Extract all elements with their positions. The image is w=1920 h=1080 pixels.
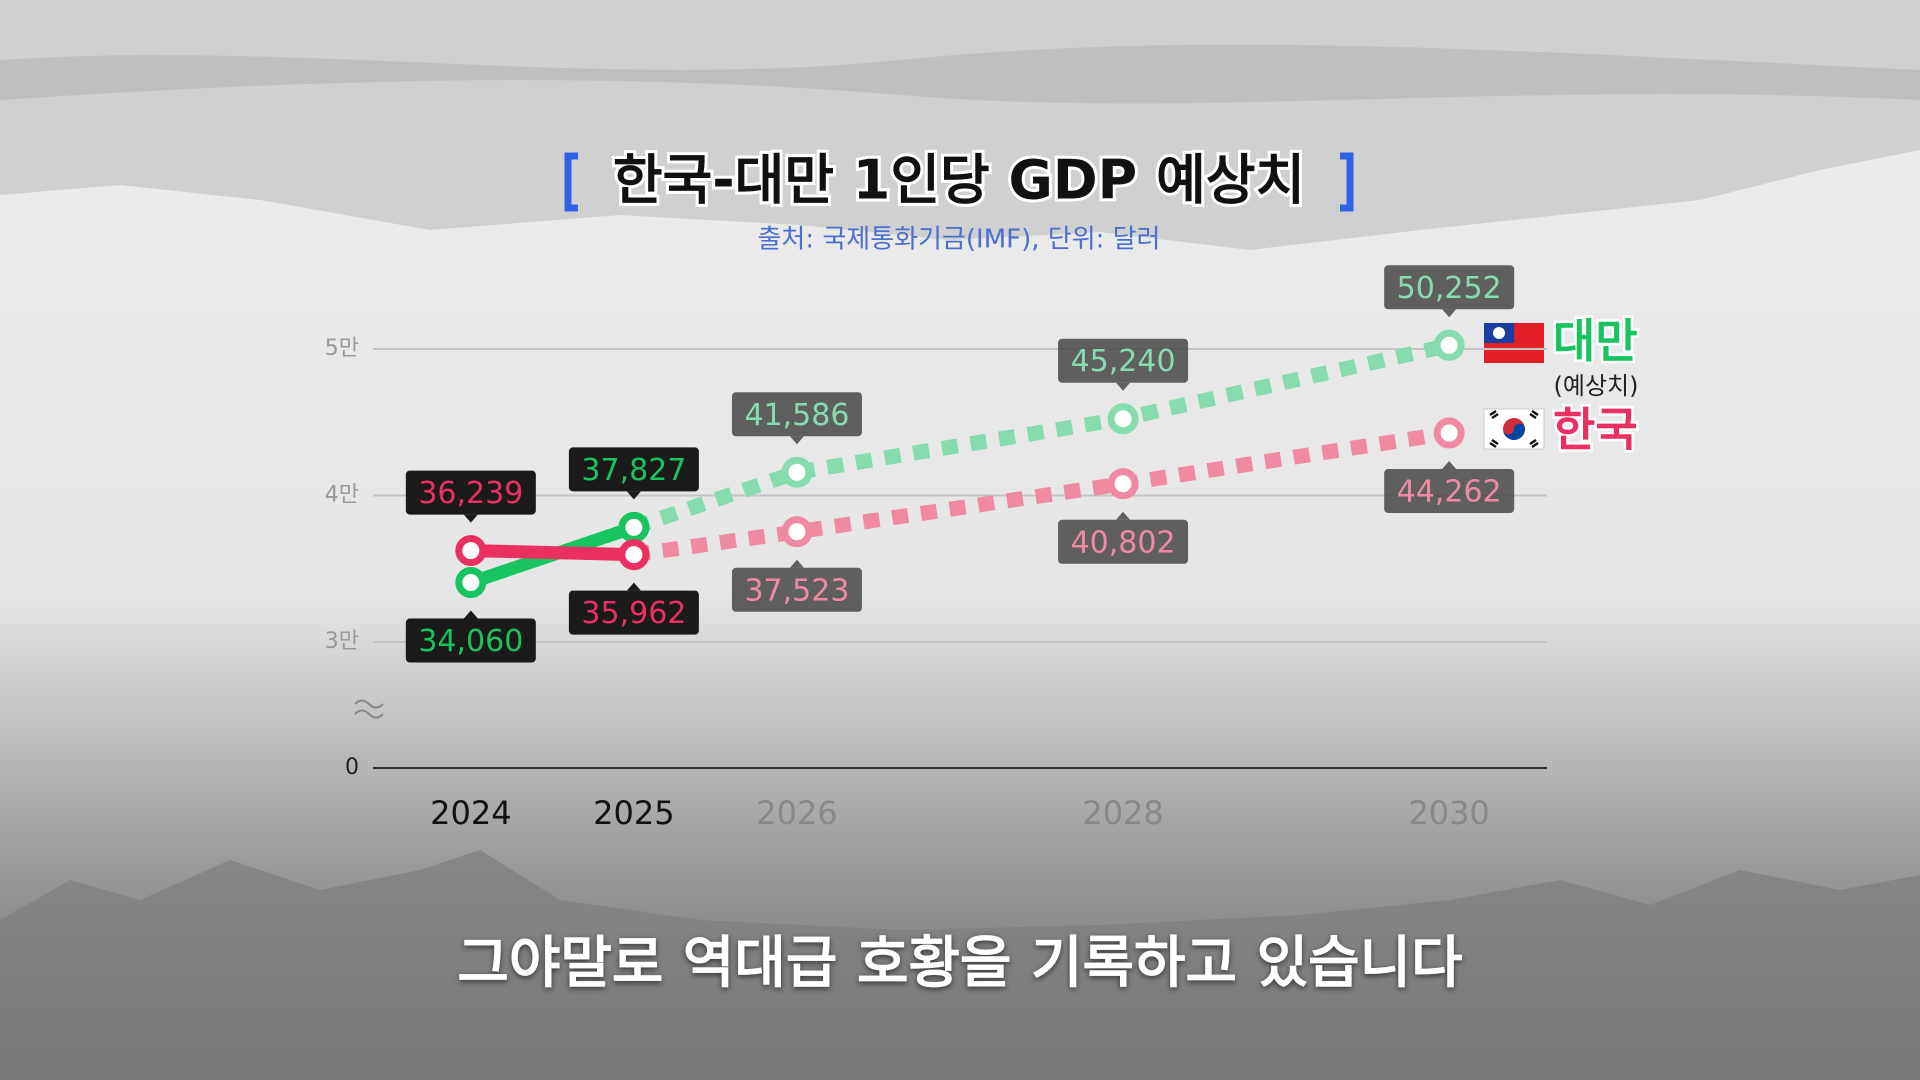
value-label-pointer [1442,461,1457,470]
value-label: 37,523 [731,559,862,612]
value-label: 37,827 [568,447,699,500]
legend-note: (예상치) [1554,372,1639,400]
y-tick-label: 0 [345,755,359,780]
value-label-box [1384,469,1515,514]
chart-title: 한국-대만 1인당 GDP 예상치 [613,149,1305,212]
value-label-box [1058,519,1189,564]
value-label-pointer [1116,382,1131,391]
point [1107,403,1139,435]
line [464,544,641,562]
value-label-pointer [463,514,478,523]
point [1433,329,1465,361]
x-tick-label: 2024 [430,794,511,832]
chart-subtitle: 출처: 국제통화기금(IMF), 단위: 달러 [758,225,1161,255]
legend-label: 한국 [1553,403,1638,457]
paper-texture [0,44,1920,104]
value-label-pointer [789,559,804,568]
point [455,567,487,599]
x-tick-label: 2028 [1082,794,1163,832]
title-bracket [1340,152,1354,212]
forecast-line [632,425,1451,563]
value-label-box [731,392,862,437]
value-label-pointer [789,436,804,445]
value-label-text: 37,827 [581,453,686,488]
value-label: 40,802 [1058,511,1189,564]
point [618,539,650,571]
value-label-text: 45,240 [1071,344,1176,379]
y-tick-label: 4만 [325,483,359,508]
value-label-box [405,470,536,515]
value-label-text: 34,060 [418,624,523,659]
value-label-box [568,590,699,635]
value-label: 44,262 [1384,461,1515,514]
flag-taiwan [1484,323,1544,363]
caption: 그야말로 역대급 호황을 기록하고 있습니다 [457,931,1462,996]
point [618,511,650,543]
value-label: 35,962 [568,582,699,635]
value-label: 34,060 [405,610,536,663]
forecast-line [631,337,1451,535]
value-label-text: 40,802 [1071,525,1176,560]
value-label-box [568,447,699,492]
value-label-text: 37,523 [744,573,849,608]
point [781,516,813,548]
value-label: 36,239 [405,470,536,523]
x-tick-label: 2025 [593,794,674,832]
point [781,456,813,488]
x-tick-label: 2026 [756,794,837,832]
value-label-pointer [1442,309,1457,318]
value-label-box [731,567,862,612]
value-label-box [1058,338,1189,383]
value-label-box [1384,265,1515,310]
point [455,535,487,567]
y-tick-label: 5만 [325,336,359,361]
y-tick-label: 3만 [325,629,359,654]
value-label: 45,240 [1058,338,1189,391]
value-label-text: 44,262 [1397,475,1502,510]
value-label-text: 35,962 [581,596,686,631]
legend-label: 대만 [1553,314,1638,368]
value-label-text: 41,586 [744,398,849,433]
mountains [0,850,1920,1080]
value-label-pointer [626,491,641,500]
flag-korea [1483,408,1545,450]
value-label-pointer [463,610,478,619]
value-label-pointer [1116,511,1131,520]
axis-break [354,699,384,709]
point [1107,468,1139,500]
axis-break [354,709,384,719]
point [1433,417,1465,449]
value-label-pointer [626,582,641,591]
value-label: 50,252 [1384,265,1515,318]
x-tick-label: 2030 [1408,794,1489,832]
value-label-text: 50,252 [1397,271,1502,306]
value-label: 41,586 [731,392,862,445]
value-label-text: 36,239 [418,476,523,511]
title-bracket [564,152,578,212]
value-label-box [405,618,536,663]
